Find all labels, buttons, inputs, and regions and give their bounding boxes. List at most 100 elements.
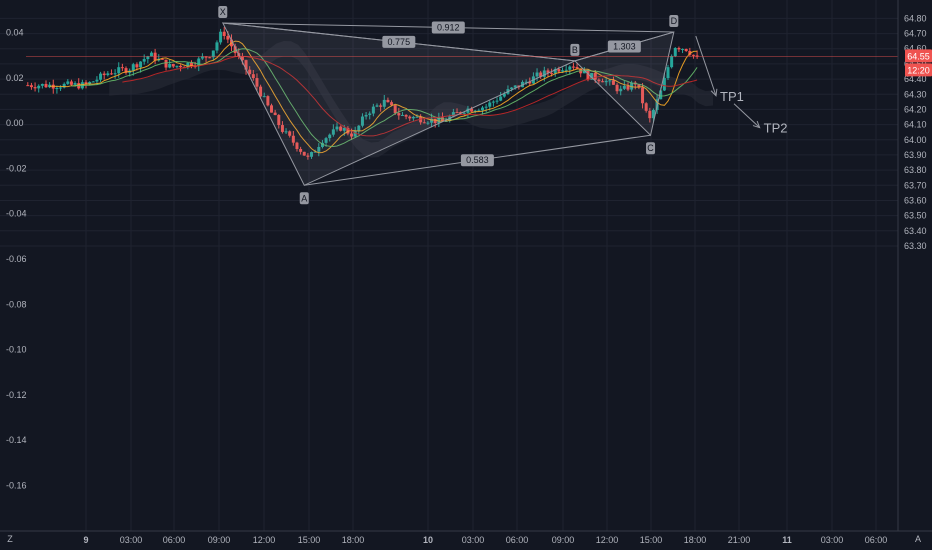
- left-axis-tick-label: -0.02: [6, 163, 27, 173]
- candle-body: [186, 62, 190, 68]
- candle-body: [55, 88, 59, 90]
- right-axis-tick-label: 64.60: [904, 44, 927, 54]
- time-axis-tick-label: 06:00: [865, 535, 888, 545]
- right-axis[interactable]: 64.8064.7064.6064.5064.4064.3064.2064.10…: [904, 13, 927, 251]
- moving-average-line: [49, 40, 698, 154]
- candle-body: [502, 93, 506, 97]
- candle-body: [615, 84, 619, 92]
- candle-body: [69, 81, 73, 85]
- candle-body: [400, 114, 404, 116]
- candle-body: [335, 126, 339, 130]
- candle-body: [226, 35, 230, 40]
- target-arrow-head: [752, 120, 761, 129]
- candle-body: [146, 56, 150, 60]
- candle-body: [175, 65, 179, 67]
- target-arrow-line: [733, 103, 761, 128]
- candle-body: [382, 99, 386, 107]
- candle-body: [280, 125, 284, 132]
- candle-body: [499, 96, 503, 101]
- right-axis-tick-label: 63.70: [904, 180, 927, 190]
- pattern-point-badge: [646, 142, 656, 155]
- candle-body: [350, 133, 354, 137]
- time-axis-tick-label: 15:00: [640, 535, 663, 545]
- candle-body: [149, 52, 153, 57]
- time-axis[interactable]: 9 03:00 06:00 09:00 12:00 15:00 18:00 10 03:00 06…: [83, 535, 887, 545]
- candle-body: [608, 80, 612, 82]
- time-axis-tick-label: 03:00: [821, 535, 844, 545]
- candle-body: [590, 73, 594, 80]
- target-arrow-head: [710, 88, 718, 97]
- time-axis-tick-label: 06:00: [163, 535, 186, 545]
- candle-body: [37, 85, 41, 89]
- left-axis-tick-label: -0.04: [6, 209, 27, 219]
- candle-body: [477, 110, 481, 112]
- candle-body: [368, 113, 372, 115]
- candle-body: [360, 116, 364, 126]
- candle-body: [197, 58, 201, 67]
- moving-average-line: [71, 48, 698, 148]
- corner-right-label[interactable]: A: [915, 534, 921, 544]
- candle-body: [106, 73, 110, 76]
- time-axis-tick-label: 11: [782, 535, 792, 545]
- pattern-ratio-badge: [431, 21, 465, 34]
- pattern-ratio-badge: [460, 154, 494, 167]
- candle-body: [299, 148, 303, 152]
- candle-body: [462, 112, 466, 114]
- candle-body: [422, 122, 426, 124]
- candle-body: [637, 84, 641, 88]
- pattern-ratio-badge: [382, 35, 416, 48]
- candle-body: [550, 72, 554, 74]
- candle-body: [259, 86, 263, 97]
- moving-averages: [49, 40, 698, 154]
- left-axis[interactable]: 0.04 0.02 0.00 -0.02 -0.04 -0.06 -0.08 -0.10 -0.…: [6, 28, 27, 491]
- right-axis-tick-label: 64.20: [904, 104, 927, 114]
- candle-body: [346, 128, 350, 134]
- candle-body: [179, 65, 183, 68]
- candle-body: [284, 131, 288, 133]
- left-axis-tick-label: 0.00: [6, 118, 24, 128]
- candle-body: [611, 80, 615, 85]
- candle-body: [575, 66, 579, 69]
- candle-body: [480, 107, 484, 111]
- candle-body: [408, 116, 412, 119]
- candle-body: [310, 152, 314, 157]
- candle-body: [677, 47, 681, 50]
- candle-body: [139, 61, 143, 68]
- corner-left-label[interactable]: Z: [7, 534, 13, 544]
- candle-body: [124, 68, 128, 73]
- left-axis-tick-label: -0.06: [6, 254, 27, 264]
- candle-body: [444, 120, 448, 122]
- candle-body: [328, 134, 332, 139]
- candle-body: [117, 67, 121, 74]
- candle-body: [120, 67, 124, 69]
- candle-body: [160, 58, 164, 60]
- pattern-point-badge: [570, 43, 580, 56]
- right-axis-tick-label: 63.90: [904, 150, 927, 160]
- candle-body: [109, 73, 113, 75]
- candle-body: [240, 56, 244, 61]
- candle-body: [393, 105, 397, 114]
- candle-body: [488, 102, 492, 107]
- right-axis-tick-label: 64.00: [904, 135, 927, 145]
- pattern-ratio-label: 0.912: [437, 23, 460, 33]
- candle-body: [437, 117, 441, 124]
- candle-body: [320, 142, 324, 147]
- left-axis-tick-label: 0.04: [6, 28, 24, 38]
- right-axis-tick-label: 63.30: [904, 241, 927, 251]
- candle-body: [564, 69, 568, 71]
- candle-body: [62, 83, 66, 88]
- pattern-point-label: D: [671, 16, 678, 26]
- candle-body: [684, 48, 688, 52]
- candle-body: [168, 64, 172, 68]
- time-axis-tick-label: 03:00: [120, 535, 143, 545]
- candle-body: [131, 64, 135, 71]
- candle-body: [99, 73, 103, 80]
- candle-body: [262, 96, 266, 98]
- candle-body: [189, 62, 193, 67]
- left-axis-tick-label: -0.10: [6, 345, 27, 355]
- right-axis-tick-label: 63.40: [904, 226, 927, 236]
- candle-body: [44, 83, 48, 88]
- candle-body: [601, 81, 605, 83]
- candle-body: [451, 112, 455, 117]
